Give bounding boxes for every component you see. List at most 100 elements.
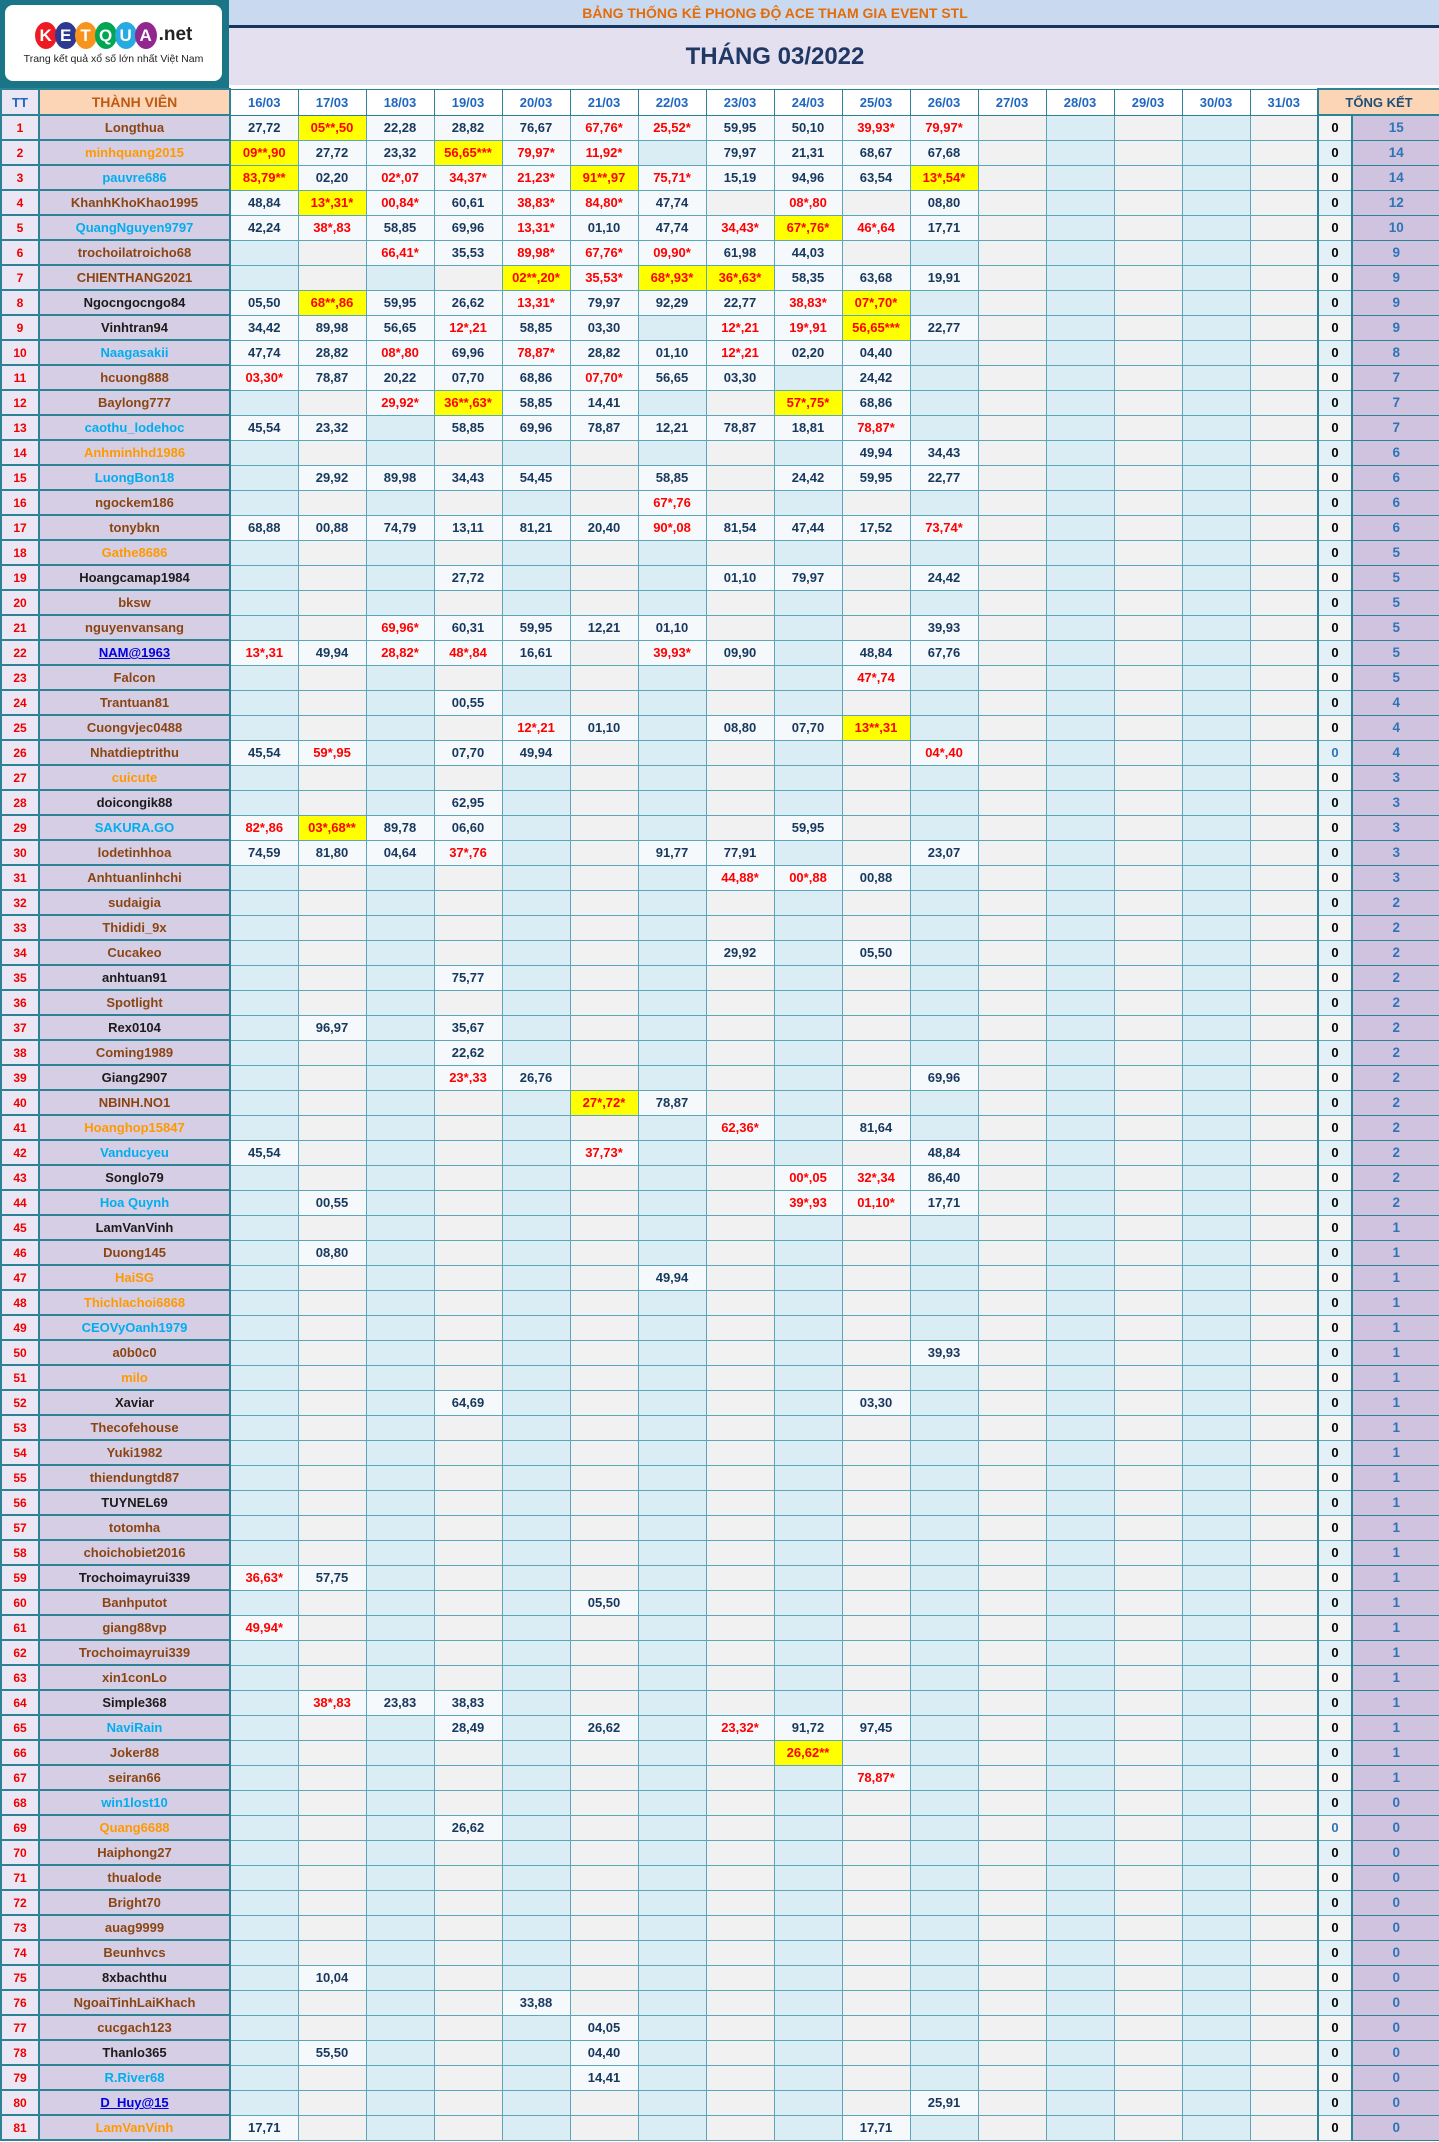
member-name[interactable]: caothu_lodehoc	[38, 414, 231, 441]
score-cell	[297, 664, 367, 691]
member-name[interactable]: Nhatdieptrithu	[38, 739, 231, 766]
member-name[interactable]: Hoa Quynh	[38, 1189, 231, 1216]
member-name[interactable]: Thichlachoi6868	[38, 1289, 231, 1316]
member-name[interactable]: QuangNguyen9797	[38, 214, 231, 241]
member-name[interactable]: Beunhvcs	[38, 1939, 231, 1966]
member-name[interactable]: NAM@1963	[38, 639, 231, 666]
member-name[interactable]: Haiphong27	[38, 1839, 231, 1866]
member-name[interactable]: NgoaiTinhLaiKhach	[38, 1989, 231, 2016]
member-name[interactable]: sudaigia	[38, 889, 231, 916]
member-name[interactable]: Naagasakii	[38, 339, 231, 366]
score-cell	[773, 1914, 843, 1941]
member-name[interactable]: Baylong777	[38, 389, 231, 416]
member-name[interactable]: minhquang2015	[38, 139, 231, 166]
score-cell	[841, 1914, 911, 1941]
member-name[interactable]: Coming1989	[38, 1039, 231, 1066]
member-name[interactable]: Giang2907	[38, 1064, 231, 1091]
member-name[interactable]: anhtuan91	[38, 964, 231, 991]
member-name[interactable]: Xaviar	[38, 1389, 231, 1416]
member-name[interactable]: Yuki1982	[38, 1439, 231, 1466]
member-name[interactable]: CEOVyOanh1979	[38, 1314, 231, 1341]
member-name[interactable]: HaiSG	[38, 1264, 231, 1291]
member-name[interactable]: nguyenvansang	[38, 614, 231, 641]
score-cell	[909, 889, 979, 916]
score-cell	[297, 2064, 367, 2091]
member-name[interactable]: Anhminhhd1986	[38, 439, 231, 466]
member-name[interactable]: Vinhtran94	[38, 314, 231, 341]
member-name[interactable]: Thecofehouse	[38, 1414, 231, 1441]
member-name[interactable]: LamVanVinh	[38, 1214, 231, 1241]
column-header-date-28-03: 28/03	[1045, 88, 1115, 116]
member-name[interactable]: KhanhKhoKhao1995	[38, 189, 231, 216]
member-name[interactable]: seiran66	[38, 1764, 231, 1791]
score-cell	[773, 1314, 843, 1341]
member-name[interactable]: Thididi_9x	[38, 914, 231, 941]
member-name[interactable]: win1lost10	[38, 1789, 231, 1816]
member-name[interactable]: Trochoimayrui339	[38, 1639, 231, 1666]
member-name[interactable]: Bright70	[38, 1889, 231, 1916]
score-cell	[773, 1114, 843, 1141]
member-name[interactable]: Ngocngocngo84	[38, 289, 231, 316]
member-name[interactable]: Quang6688	[38, 1814, 231, 1841]
member-name[interactable]: thualode	[38, 1864, 231, 1891]
member-name[interactable]: Falcon	[38, 664, 231, 691]
member-name[interactable]: Songlo79	[38, 1164, 231, 1191]
member-name[interactable]: Longthua	[38, 114, 231, 141]
member-name[interactable]: Cuongvjec0488	[38, 714, 231, 741]
member-name[interactable]: LamVanVinh	[38, 2114, 231, 2141]
member-name[interactable]: pauvre686	[38, 164, 231, 191]
member-name[interactable]: D_Huy@15	[38, 2089, 231, 2116]
member-name[interactable]: cuicute	[38, 764, 231, 791]
member-name[interactable]: cucgach123	[38, 2014, 231, 2041]
member-name[interactable]: Simple368	[38, 1689, 231, 1716]
member-name[interactable]: Hoanghop15847	[38, 1114, 231, 1141]
member-name[interactable]: 8xbachthu	[38, 1964, 231, 1991]
member-name[interactable]: ngockem186	[38, 489, 231, 516]
member-name[interactable]: Duong145	[38, 1239, 231, 1266]
member-name[interactable]: tonybkn	[38, 514, 231, 541]
score-cell	[1113, 864, 1183, 891]
member-name[interactable]: LuongBon18	[38, 464, 231, 491]
member-name[interactable]: NaviRain	[38, 1714, 231, 1741]
member-name[interactable]: Gathe8686	[38, 539, 231, 566]
member-name[interactable]: Banhputot	[38, 1589, 231, 1616]
score-cell	[909, 1539, 979, 1566]
member-name[interactable]: Trantuan81	[38, 689, 231, 716]
member-name[interactable]: lodetinhhoa	[38, 839, 231, 866]
member-name[interactable]: Cucakeo	[38, 939, 231, 966]
score-cell	[569, 489, 639, 516]
member-name[interactable]: CHIENTHANG2021	[38, 264, 231, 291]
member-name[interactable]: NBINH.NO1	[38, 1089, 231, 1116]
score-cell	[433, 1639, 503, 1666]
member-name[interactable]: thiendungtd87	[38, 1464, 231, 1491]
member-name[interactable]: giang88vp	[38, 1614, 231, 1641]
member-name[interactable]: a0b0c0	[38, 1339, 231, 1366]
zero-cell: 0	[1317, 1264, 1353, 1291]
score-cell	[841, 1039, 911, 1066]
member-name[interactable]: hcuong888	[38, 364, 231, 391]
member-name[interactable]: milo	[38, 1364, 231, 1391]
member-name[interactable]: Anhtuanlinhchi	[38, 864, 231, 891]
score-cell	[1045, 1964, 1115, 1991]
member-name[interactable]: Joker88	[38, 1739, 231, 1766]
member-name[interactable]: Thanlo365	[38, 2039, 231, 2066]
total-cell: 1	[1351, 1589, 1439, 1616]
member-name[interactable]: Hoangcamap1984	[38, 564, 231, 591]
member-name[interactable]: TUYNEL69	[38, 1489, 231, 1516]
member-name[interactable]: Spotlight	[38, 989, 231, 1016]
member-name[interactable]: totomha	[38, 1514, 231, 1541]
score-cell	[297, 389, 367, 416]
member-name[interactable]: trochoilatroicho68	[38, 239, 231, 266]
member-name[interactable]: bksw	[38, 589, 231, 616]
ketqua-logo[interactable]: K E T Q U A .net Trang kết quả xổ số lớn nhất …	[5, 5, 222, 81]
member-name[interactable]: Vanducyeu	[38, 1139, 231, 1166]
member-name[interactable]: doicongik88	[38, 789, 231, 816]
member-name[interactable]: SAKURA.GO	[38, 814, 231, 841]
member-name[interactable]: R.River68	[38, 2064, 231, 2091]
member-name[interactable]: auag9999	[38, 1914, 231, 1941]
member-name[interactable]: Rex0104	[38, 1014, 231, 1041]
member-name[interactable]: Trochoimayrui339	[38, 1564, 231, 1591]
score-cell	[773, 539, 843, 566]
member-name[interactable]: choichobiet2016	[38, 1539, 231, 1566]
member-name[interactable]: xin1conLo	[38, 1664, 231, 1691]
